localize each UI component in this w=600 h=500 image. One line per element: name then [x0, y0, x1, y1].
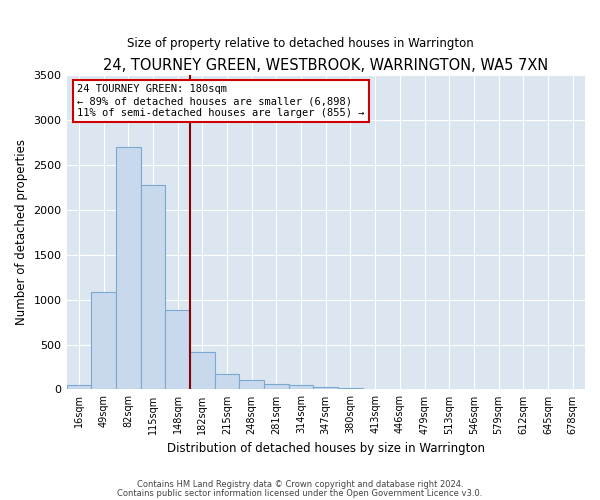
Title: 24, TOURNEY GREEN, WESTBROOK, WARRINGTON, WA5 7XN: 24, TOURNEY GREEN, WESTBROOK, WARRINGTON… — [103, 58, 548, 72]
Bar — [140, 184, 165, 390]
Text: Contains HM Land Registry data © Crown copyright and database right 2024.: Contains HM Land Registry data © Crown c… — [137, 480, 463, 489]
Bar — [215, 374, 239, 390]
Bar — [363, 389, 388, 390]
Bar — [190, 352, 215, 390]
Bar — [67, 385, 91, 390]
Bar — [116, 147, 140, 390]
Bar — [165, 310, 190, 390]
Bar — [239, 380, 264, 390]
Y-axis label: Number of detached properties: Number of detached properties — [15, 139, 28, 325]
Bar — [313, 387, 338, 390]
Bar — [91, 292, 116, 390]
Text: Size of property relative to detached houses in Warrington: Size of property relative to detached ho… — [127, 38, 473, 51]
Bar — [289, 385, 313, 390]
Bar — [338, 388, 363, 390]
X-axis label: Distribution of detached houses by size in Warrington: Distribution of detached houses by size … — [167, 442, 485, 455]
Bar — [264, 384, 289, 390]
Text: 24 TOURNEY GREEN: 180sqm
← 89% of detached houses are smaller (6,898)
11% of sem: 24 TOURNEY GREEN: 180sqm ← 89% of detach… — [77, 84, 364, 117]
Text: Contains public sector information licensed under the Open Government Licence v3: Contains public sector information licen… — [118, 488, 482, 498]
